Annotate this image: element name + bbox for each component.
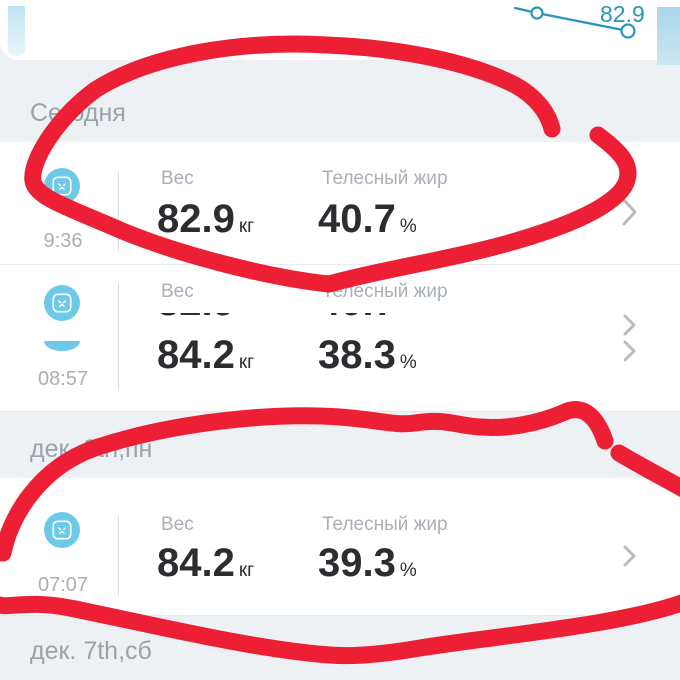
svg-text:82.9: 82.9 — [600, 1, 645, 27]
